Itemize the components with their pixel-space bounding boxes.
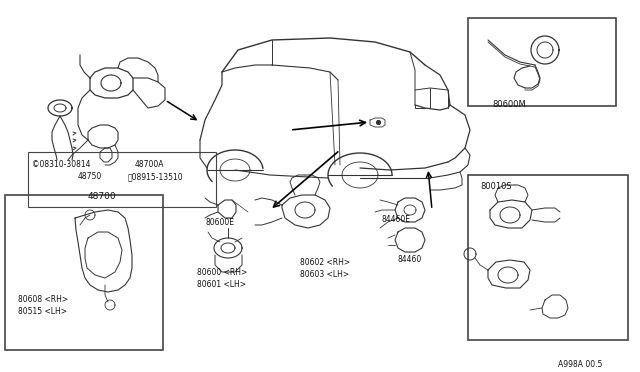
Text: 80600E: 80600E: [205, 218, 234, 227]
Text: 80602 <RH>: 80602 <RH>: [300, 258, 350, 267]
Text: Ⓦ08915-13510: Ⓦ08915-13510: [128, 172, 184, 181]
Text: 48700: 48700: [88, 192, 116, 201]
Text: 48700A: 48700A: [135, 160, 164, 169]
Bar: [468, 18, 616, 106]
Text: 84460: 84460: [398, 255, 422, 264]
Text: A998A 00.5: A998A 00.5: [557, 360, 602, 369]
Bar: [28, 152, 216, 207]
Text: 84460E: 84460E: [382, 215, 411, 224]
Bar: [468, 175, 628, 340]
Text: 48750: 48750: [78, 172, 102, 181]
Text: 80010S: 80010S: [480, 182, 511, 191]
Bar: [5, 195, 163, 350]
Text: 80608 <RH>: 80608 <RH>: [18, 295, 68, 304]
Text: 80601 <LH>: 80601 <LH>: [197, 280, 246, 289]
Text: 80600M: 80600M: [492, 100, 525, 109]
Text: 80600 <RH>: 80600 <RH>: [197, 268, 247, 277]
Text: ©08310-30814: ©08310-30814: [32, 160, 90, 169]
Text: 80603 <LH>: 80603 <LH>: [300, 270, 349, 279]
Text: 80515 <LH>: 80515 <LH>: [18, 307, 67, 316]
